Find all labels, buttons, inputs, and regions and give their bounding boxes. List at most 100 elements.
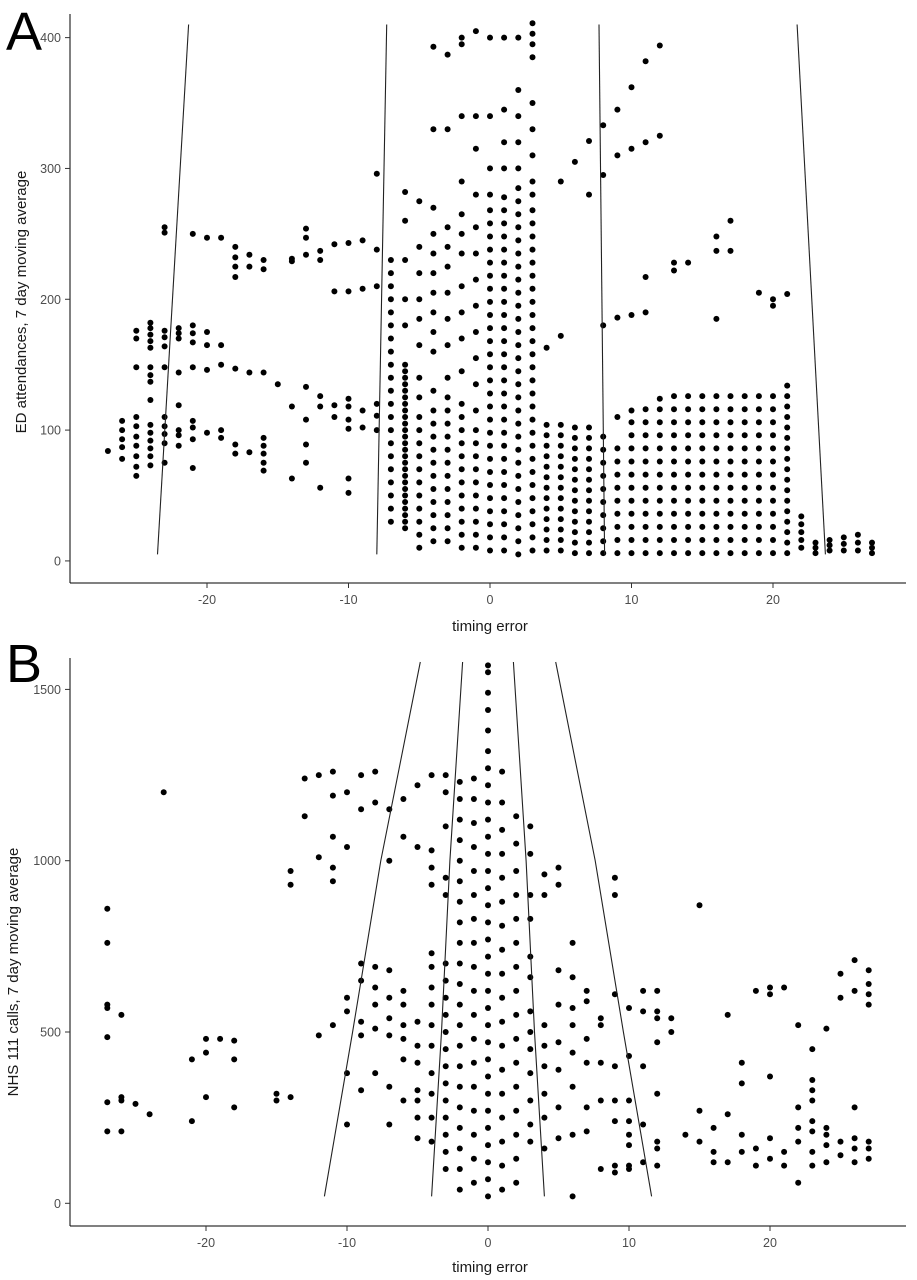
panel-a-data-point bbox=[713, 445, 720, 452]
panel-a-data-point bbox=[826, 542, 833, 549]
panel-a-data-point bbox=[741, 537, 748, 543]
panel-a-data-point bbox=[543, 463, 550, 470]
panel-a-data-point bbox=[402, 525, 409, 532]
panel-a-data-point bbox=[501, 220, 508, 227]
panel-a-data-point bbox=[232, 263, 239, 270]
panel-b-data-point bbox=[724, 1011, 731, 1018]
panel-b-data-point bbox=[682, 1131, 689, 1138]
panel-a-data-point bbox=[161, 414, 168, 420]
panel-b-data-point bbox=[611, 892, 618, 898]
panel-a-data-point bbox=[317, 247, 324, 254]
panel-b-data-point bbox=[541, 1022, 548, 1029]
panel-a-data-point bbox=[628, 537, 635, 543]
panel-a-data-point bbox=[288, 403, 295, 410]
panel-a-data-point bbox=[458, 34, 465, 41]
panel-b-data-point bbox=[865, 1145, 872, 1152]
panel-a-data-point bbox=[387, 283, 394, 290]
panel-a-data-point bbox=[501, 416, 508, 423]
panel-a-data-point bbox=[444, 289, 451, 296]
panel-a-data-point bbox=[586, 497, 592, 504]
panel-a-data-point bbox=[402, 440, 409, 447]
panel-a-data-point bbox=[614, 314, 621, 321]
panel-a-data-point bbox=[175, 442, 182, 449]
panel-b-data-point bbox=[400, 796, 407, 802]
panel-a-data-point bbox=[571, 158, 578, 165]
panel-a-data-point bbox=[387, 518, 394, 525]
panel-b-data-point bbox=[470, 892, 477, 898]
panel-b-data-point bbox=[527, 915, 534, 922]
panel-a-data-point bbox=[161, 364, 168, 371]
panel-a-data-point bbox=[699, 484, 706, 491]
panel-a-data-point bbox=[472, 505, 479, 512]
panel-a-data-point bbox=[543, 526, 550, 533]
panel-a-data-point bbox=[189, 417, 196, 424]
panel-a-data-point bbox=[189, 364, 196, 371]
panel-a-data-point bbox=[755, 445, 762, 452]
panel-a-data-point bbox=[784, 424, 791, 431]
panel-b-data-point bbox=[456, 1001, 463, 1008]
panel-a-data-point bbox=[515, 420, 522, 427]
panel-b-data-point bbox=[597, 1022, 604, 1029]
panel-a-data-point bbox=[586, 138, 592, 144]
panel-a-data-point bbox=[642, 139, 649, 146]
panel-b-data-point bbox=[513, 868, 520, 874]
panel-a-data-point bbox=[784, 382, 791, 389]
panel-a-data-point bbox=[656, 510, 663, 517]
panel-a-data-point bbox=[770, 550, 776, 557]
panel-b-data-point bbox=[513, 1011, 520, 1018]
panel-a-data-point bbox=[402, 433, 409, 440]
panel-a-data-point bbox=[671, 267, 677, 274]
panel-a-data-point bbox=[416, 453, 423, 460]
panel-b-data-point bbox=[823, 1142, 830, 1149]
panel-b-data-point bbox=[654, 1138, 661, 1145]
panel-b-data-point bbox=[795, 1124, 802, 1131]
panel-a-data-point bbox=[770, 406, 776, 413]
panel-b-x-tick-label: -10 bbox=[338, 1236, 356, 1250]
panel-a-data-point bbox=[727, 445, 734, 452]
panel-b-data-point bbox=[372, 799, 379, 806]
panel-a-data-point bbox=[543, 505, 550, 512]
panel-a-data-point bbox=[727, 471, 734, 478]
panel-a-points bbox=[104, 20, 875, 558]
panel-a-data-point bbox=[501, 521, 508, 528]
panel-a-data-point bbox=[472, 427, 479, 434]
panel-b-data-point bbox=[795, 1104, 802, 1111]
panel-b-data-point bbox=[569, 939, 576, 946]
panel-a-data-point bbox=[614, 471, 621, 478]
panel-a-data-point bbox=[430, 43, 437, 50]
panel-b-data-point bbox=[583, 987, 590, 994]
panel-a-data-point bbox=[515, 368, 522, 375]
panel-b-data-point bbox=[555, 881, 562, 888]
panel-b-data-point bbox=[118, 1128, 125, 1135]
panel-a-data-point bbox=[713, 406, 720, 413]
panel-a-data-point bbox=[501, 233, 508, 240]
panel-a-data-point bbox=[472, 518, 479, 525]
panel-b-data-point bbox=[865, 1001, 872, 1008]
panel-a-data-point bbox=[288, 475, 295, 482]
panel-a-data-point bbox=[402, 381, 409, 388]
panel-a-data-point bbox=[260, 257, 267, 263]
panel-b-data-point bbox=[569, 1005, 576, 1011]
panel-a-data-point bbox=[515, 165, 522, 172]
panel-a-data-point bbox=[713, 432, 720, 439]
panel-b-data-point bbox=[344, 994, 350, 1001]
panel-a-data-point bbox=[727, 550, 734, 557]
panel-b-x-axis-title: timing error bbox=[452, 1259, 528, 1276]
panel-a-data-point bbox=[727, 510, 734, 517]
panel-b-data-point bbox=[470, 1083, 477, 1090]
panel-a-data-point bbox=[571, 424, 578, 431]
panel-a-data-point bbox=[444, 459, 451, 466]
panel-a-data-point bbox=[373, 427, 380, 434]
panel-a-data-point bbox=[416, 479, 423, 486]
panel-a-data-point bbox=[642, 58, 649, 65]
panel-a-data-point bbox=[472, 355, 479, 362]
panel-a-data-point bbox=[557, 484, 564, 491]
panel-a-data-point bbox=[784, 529, 791, 536]
panel-a-data-point bbox=[175, 427, 182, 434]
panel-a-data-point bbox=[402, 322, 409, 329]
panel-a-data-point bbox=[487, 403, 493, 410]
panel-a-data-point bbox=[345, 475, 352, 482]
panel-b-data-point bbox=[837, 1152, 844, 1159]
panel-b-data-point bbox=[710, 1148, 717, 1155]
panel-a-data-point bbox=[656, 484, 663, 491]
